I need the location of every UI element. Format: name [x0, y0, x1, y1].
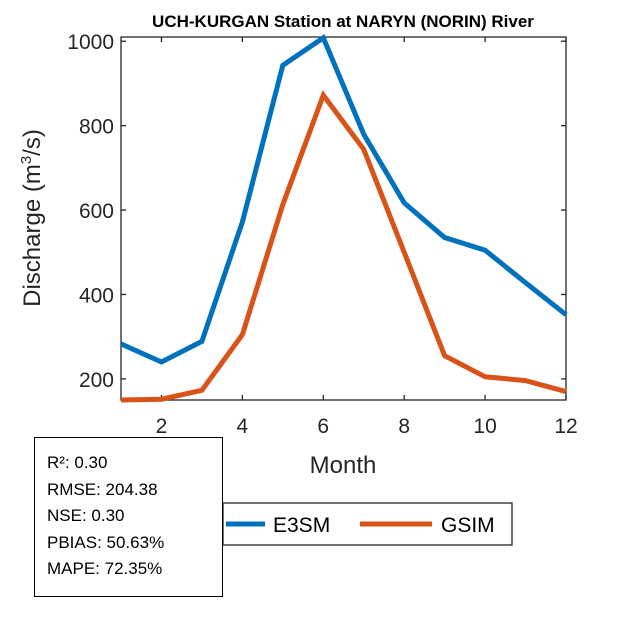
- x-tick-label: 10: [473, 415, 496, 438]
- stats-mape: MAPE: 72.35%: [47, 559, 163, 578]
- series-lines: [119, 34, 568, 403]
- y-tick-label: 600: [79, 200, 114, 223]
- series-line-gsim: [120, 90, 567, 403]
- legend: E3SM GSIM: [222, 502, 513, 546]
- x-tick-label: 12: [554, 415, 577, 438]
- chart-title: UCH-KURGAN Station at NARYN (NORIN) Rive…: [152, 12, 534, 31]
- x-axis-label: Month: [310, 452, 377, 479]
- plot-area: [120, 36, 567, 401]
- y-tick-label: 200: [79, 369, 114, 392]
- x-axis-ticks: 2 4 6 8 10 12: [156, 37, 578, 438]
- x-tick-label: 4: [237, 415, 249, 438]
- x-tick-label: 6: [317, 415, 329, 438]
- y-axis-label-superscript: 3: [18, 156, 35, 164]
- y-axis-label-end: /s): [19, 129, 46, 156]
- stats-rmse: RMSE: 204.38: [47, 479, 158, 499]
- y-tick-label: 800: [79, 116, 114, 139]
- y-tick-label: 1000: [67, 31, 114, 54]
- y-tick-label: 400: [79, 284, 114, 307]
- stats-box: R²: 0.30 RMSE: 204.38 NSE: 0.30 PBIAS: 5…: [34, 437, 223, 597]
- x-tick-label: 2: [156, 415, 168, 438]
- series-line-e3sm: [119, 34, 568, 365]
- x-tick-label: 8: [398, 415, 410, 438]
- y-axis-ticks: 200 400 600 800 1000: [67, 31, 566, 392]
- stats-r2: R²: 0.30: [47, 453, 108, 472]
- legend-label-e3sm: E3SM: [273, 514, 330, 537]
- stats-nse: NSE: 0.30: [47, 506, 125, 525]
- y-axis-label-main: Discharge (m: [19, 164, 46, 307]
- legend-label-gsim: GSIM: [441, 514, 495, 537]
- stats-pbias: PBIAS: 50.63%: [47, 532, 165, 552]
- y-axis-label: Discharge (m3/s): [18, 129, 46, 307]
